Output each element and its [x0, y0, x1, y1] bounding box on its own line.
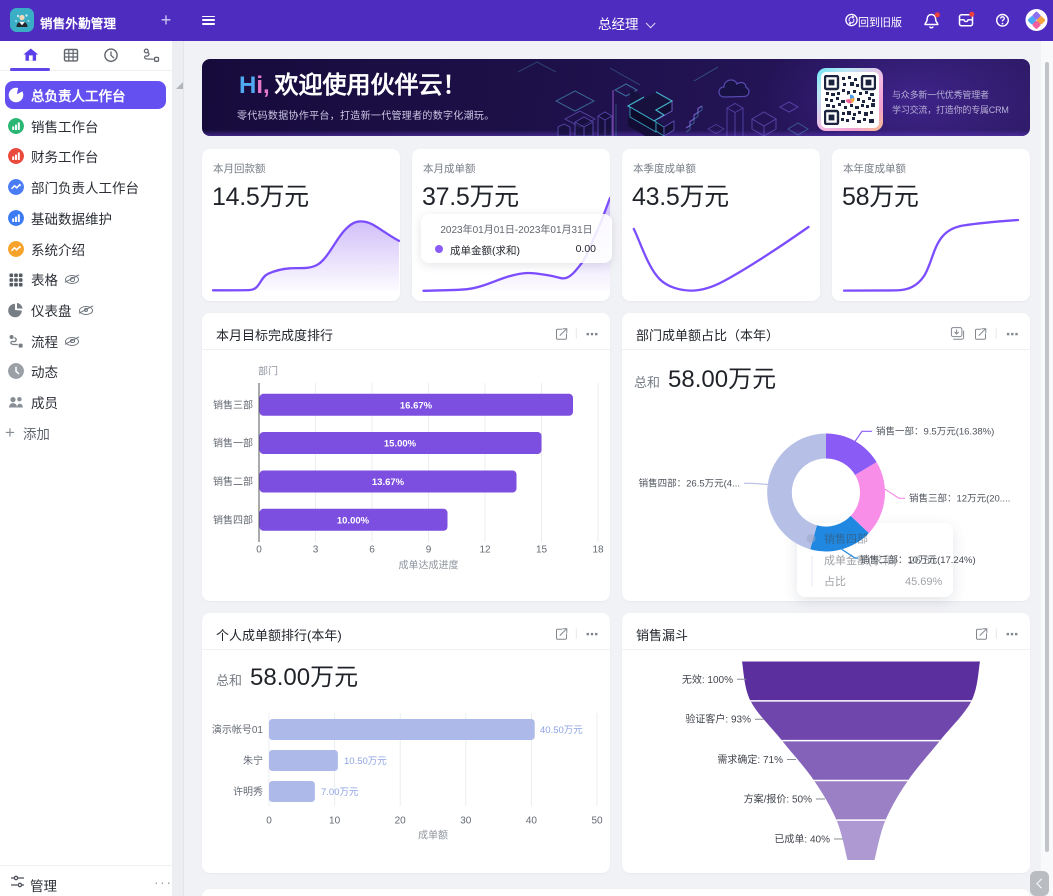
svg-text:销售四部：26.5万元(4...: 销售四部：26.5万元(4... [639, 478, 740, 490]
svg-text:朱宁: 朱宁 [243, 754, 263, 767]
svg-text:许明秀: 许明秀 [233, 786, 263, 798]
svg-text:15: 15 [536, 545, 548, 556]
svg-text:无效: 100%: 无效: 100% [682, 673, 733, 686]
svg-text:成单金额(求和): 成单金额(求和) [824, 553, 897, 567]
svg-text:18: 18 [592, 545, 604, 556]
svg-text:部门: 部门 [258, 365, 278, 378]
svg-text:演示帐号01: 演示帐号01 [212, 723, 264, 736]
svg-text:方案/报价: 50%: 方案/报价: 50% [744, 793, 812, 806]
svg-text:销售四部: 销售四部 [824, 531, 868, 545]
svg-text:12: 12 [479, 545, 491, 556]
svg-text:销售二部：10万元(17.24%): 销售二部：10万元(17.24%) [860, 554, 976, 566]
svg-text:20: 20 [395, 816, 407, 827]
svg-text:销售一部: 销售一部 [213, 437, 253, 450]
svg-text:10: 10 [329, 816, 341, 827]
svg-text:6: 6 [369, 545, 375, 556]
svg-text:45.69%: 45.69% [905, 576, 943, 588]
svg-text:已成单: 40%: 已成单: 40% [774, 834, 830, 846]
svg-text:40.50万元: 40.50万元 [540, 725, 583, 736]
svg-text:10.00%: 10.00% [337, 515, 370, 526]
svg-text:销售三部: 销售三部 [213, 398, 253, 411]
svg-text:7.00万元: 7.00万元 [321, 787, 359, 798]
svg-text:16.67%: 16.67% [400, 400, 433, 411]
svg-text:验证客户: 93%: 验证客户: 93% [685, 713, 751, 726]
svg-text:26.50: 26.50 [908, 555, 936, 567]
svg-text:需求确定: 71%: 需求确定: 71% [717, 753, 783, 766]
svg-text:0: 0 [266, 816, 272, 827]
svg-text:成单额: 成单额 [418, 829, 448, 842]
svg-text:销售三部：12万元(20....: 销售三部：12万元(20.... [909, 492, 1010, 504]
svg-text:50: 50 [591, 816, 603, 827]
svg-text:销售二部: 销售二部 [213, 475, 253, 488]
svg-text:9: 9 [426, 545, 432, 556]
svg-text:0: 0 [256, 545, 262, 556]
svg-text:30: 30 [460, 816, 472, 827]
svg-text:3: 3 [313, 545, 319, 556]
svg-text:占比: 占比 [824, 574, 846, 588]
svg-text:10.50万元: 10.50万元 [344, 756, 387, 767]
svg-text:15.00%: 15.00% [384, 439, 417, 450]
svg-text:成单达成进度: 成单达成进度 [399, 559, 459, 572]
svg-text:销售一部：9.5万元(16.38%): 销售一部：9.5万元(16.38%) [876, 425, 994, 437]
svg-text:13.67%: 13.67% [372, 477, 405, 488]
svg-text:销售四部: 销售四部 [213, 513, 253, 526]
svg-text:40: 40 [526, 816, 538, 827]
